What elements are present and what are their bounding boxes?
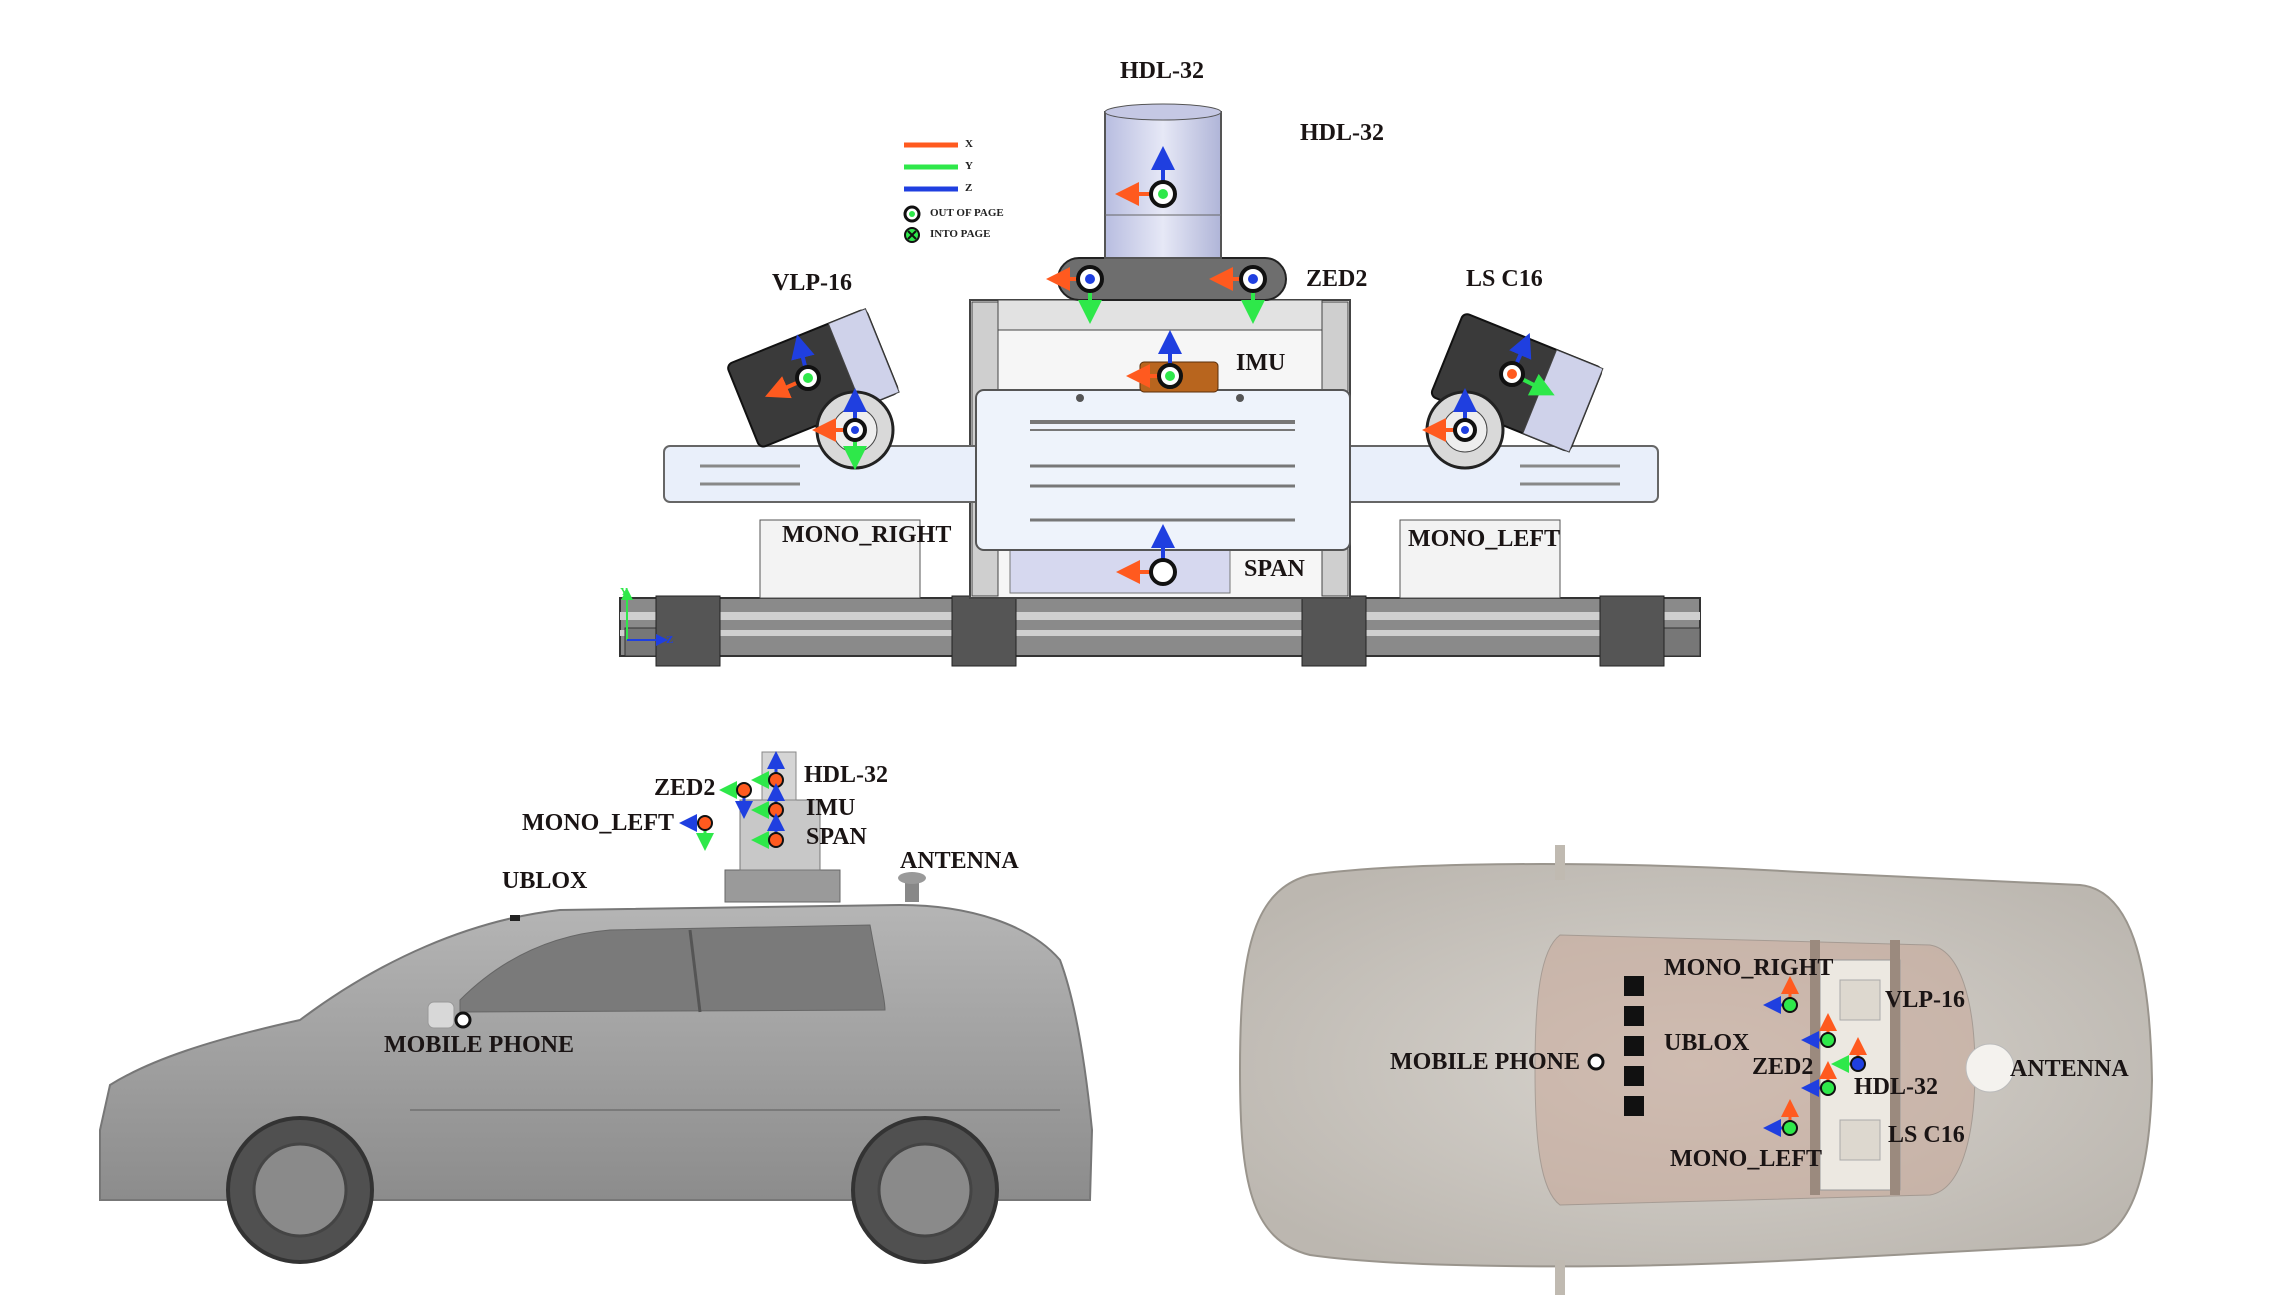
top-label-mono-right: MONO_RIGHT	[1664, 955, 1834, 981]
front-label-imu: IMU	[1236, 350, 1286, 376]
front-label-zed2: ZED2	[1306, 266, 1368, 292]
side-span-frame-icon	[751, 813, 785, 849]
top-label-lsc16: LS C16	[1888, 1122, 1965, 1148]
front-axis-z: Z	[666, 634, 674, 646]
top-label-mobile-phone: MOBILE PHONE	[1390, 1049, 1581, 1075]
legend-z: Z	[965, 182, 973, 194]
front-view-rig	[619, 103, 1701, 667]
top-label-antenna: ANTENNA	[2010, 1056, 2129, 1082]
top-view-car	[1238, 845, 2154, 1295]
front-label-span: SPAN	[1244, 556, 1305, 582]
top-label-vlp16: VLP-16	[1885, 987, 1965, 1013]
lsc16-frame-icon	[1499, 332, 1555, 396]
side-mono-left-frame-icon	[679, 814, 714, 851]
zed2-left-frame-icon	[1046, 265, 1104, 324]
front-label-lsc16: LS C16	[1466, 266, 1543, 292]
side-view-car	[99, 751, 1094, 1264]
side-label-imu: IMU	[806, 795, 856, 821]
top-hdl32-frame-icon	[1801, 1061, 1837, 1097]
top-label-hdl32: HDL-32	[1854, 1074, 1938, 1100]
side-label-ublox: UBLOX	[502, 868, 588, 894]
side-label-mobile-phone: MOBILE PHONE	[384, 1032, 575, 1058]
top-label-zed2: ZED2	[1752, 1054, 1814, 1080]
side-label-antenna: ANTENNA	[900, 848, 1019, 874]
out-of-page-icon	[903, 205, 921, 223]
top-label-ublox: UBLOX	[1664, 1030, 1750, 1056]
top-mono-left-frame-icon	[1763, 1099, 1799, 1137]
front-label-hdl32-top: HDL-32	[1120, 58, 1204, 84]
imu-frame-icon	[1126, 330, 1183, 389]
mono-right-frame-icon	[812, 388, 867, 470]
zed2-right-frame-icon	[1209, 265, 1267, 324]
front-label-mono-right: MONO_RIGHT	[782, 522, 952, 548]
front-axis-y: Y	[620, 586, 628, 598]
side-label-zed2: ZED2	[654, 775, 716, 801]
legend-out-of-page: OUT OF PAGE	[930, 207, 1004, 219]
top-mono-right-frame-icon	[1763, 976, 1799, 1014]
legend-y: Y	[965, 160, 973, 172]
mono-left-frame-icon	[1422, 388, 1477, 442]
side-label-hdl32: HDL-32	[804, 762, 888, 788]
front-label-vlp16: VLP-16	[772, 270, 852, 296]
top-vlp16-frame-icon	[1831, 1037, 1867, 1073]
side-zed2-frame-icon	[719, 781, 753, 819]
hdl32-frame-icon	[1115, 146, 1177, 208]
into-page-icon	[904, 227, 920, 243]
side-label-span: SPAN	[806, 824, 867, 850]
span-frame-icon	[1116, 524, 1177, 586]
front-label-hdl32-side: HDL-32	[1300, 120, 1384, 146]
legend-x: X	[965, 138, 973, 150]
side-label-mono-left: MONO_LEFT	[522, 810, 675, 836]
vlp16-frame-icon	[765, 334, 821, 399]
top-label-mono-left: MONO_LEFT	[1670, 1146, 1823, 1172]
front-label-mono-left: MONO_LEFT	[1408, 526, 1561, 552]
legend-into-page: INTO PAGE	[930, 228, 991, 240]
top-zed2-frame-icon	[1801, 1013, 1837, 1049]
